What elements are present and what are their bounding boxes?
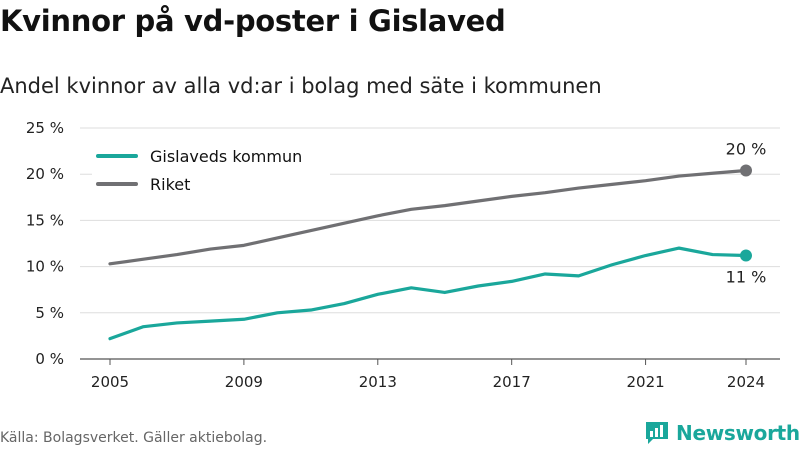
y-tick-label: 15 % <box>26 211 64 229</box>
series-end-point <box>740 164 752 177</box>
y-tick-label: 10 % <box>26 258 64 276</box>
chart-title: Kvinnor på vd-poster i Gislaved <box>0 4 506 38</box>
source-note: Källa: Bolagsverket. Gäller aktiebolag. <box>0 430 268 446</box>
legend-label: Riket <box>150 175 190 194</box>
legend-label: Gislaveds kommun <box>150 147 302 166</box>
x-tick-label: 2009 <box>225 373 263 391</box>
series-end-point <box>740 249 752 262</box>
legend-background <box>92 167 330 193</box>
legend-background <box>92 139 330 165</box>
y-tick-label: 0 % <box>35 350 64 368</box>
y-tick-label: 20 % <box>26 165 64 183</box>
series-line-riket <box>108 168 748 266</box>
series-end-label: 11 % <box>726 268 767 287</box>
x-tick-label: 2021 <box>626 373 664 391</box>
chart-subtitle: Andel kvinnor av alla vd:ar i bolag med … <box>0 74 602 98</box>
x-tick-label: 2017 <box>493 373 531 391</box>
series-end-label: 20 % <box>726 140 767 159</box>
series-line-gislaveds-kommun <box>108 246 748 341</box>
x-tick-label: 2024 <box>727 373 765 391</box>
brand-logo: Newsworthy <box>644 420 800 446</box>
line-chart: 0 % 5 % 10 % 15 % 20 % 25 % 2005 2009 2013 2017 20… <box>26 119 780 391</box>
y-tick-label: 5 % <box>35 304 64 322</box>
brand-name: Newsworthy <box>676 421 800 445</box>
bar-chart-speech-bubble-icon <box>646 422 668 444</box>
y-tick-label: 25 % <box>26 119 64 137</box>
x-tick-label: 2013 <box>359 373 397 391</box>
x-tick-label: 2005 <box>91 373 129 391</box>
